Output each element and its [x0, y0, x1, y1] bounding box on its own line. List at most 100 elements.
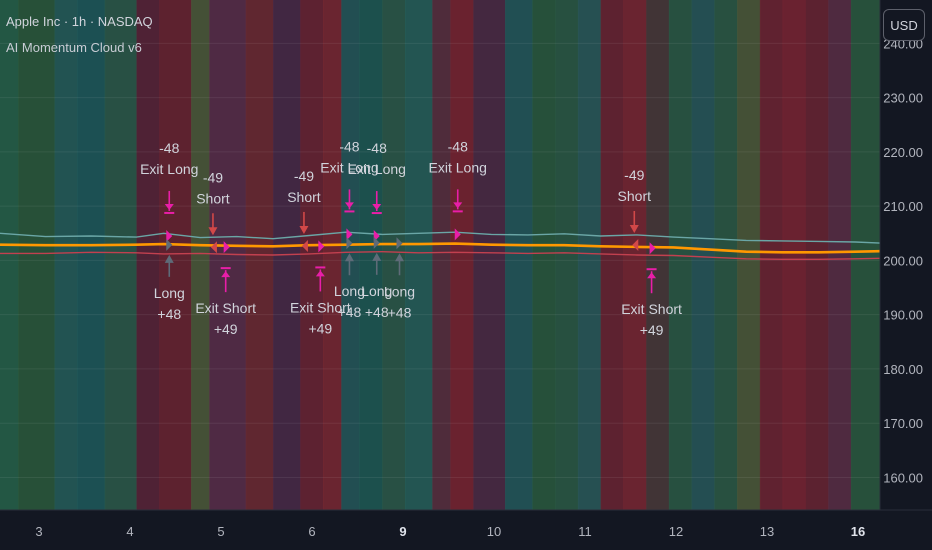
signal-value: -49 — [294, 168, 314, 184]
signal-value: +49 — [308, 320, 332, 336]
signal-exit-short[interactable]: Exit Short +49 — [290, 240, 351, 336]
signal-exit-long[interactable]: Exit Long -48 — [429, 138, 487, 241]
exit-short-arrow — [646, 268, 657, 294]
signal-label: Exit Long — [140, 161, 198, 177]
signal-long[interactable]: Long +48 — [334, 237, 365, 320]
time-tick-label: 12 — [669, 524, 683, 539]
cloud-band — [323, 0, 342, 510]
time-axis-panel[interactable] — [0, 510, 932, 550]
short-arrow — [208, 213, 218, 236]
cloud-band — [382, 0, 406, 510]
time-axis: 3 4 5 6 9 10 11 12 13 16 — [35, 524, 865, 539]
signal-exit-short[interactable]: Exit Short +49 — [195, 241, 256, 337]
price-tick-label: 160.00 — [883, 470, 923, 485]
cloud-band — [505, 0, 533, 510]
exit-long-marker — [166, 229, 173, 242]
cloud-band — [450, 0, 474, 510]
cloud-band — [18, 0, 56, 510]
exit-short-marker — [223, 241, 230, 254]
price-tick-label: 180.00 — [883, 362, 923, 377]
signal-label: Exit Long — [320, 159, 378, 175]
signal-value: -49 — [624, 167, 644, 183]
cloud-band — [136, 0, 160, 510]
cloud-band — [159, 0, 192, 510]
signal-long[interactable]: Long +48 — [384, 237, 415, 320]
time-tick-label: 13 — [760, 524, 774, 539]
time-tick-label: 6 — [308, 524, 315, 539]
cloud-band — [782, 0, 806, 510]
short-arrow — [629, 211, 639, 234]
short-arrow-head — [299, 225, 309, 234]
signal-label: Short — [618, 188, 652, 204]
long-arrow — [164, 254, 174, 277]
cloud-band — [473, 0, 506, 510]
signal-value: -48 — [448, 138, 468, 154]
price-tick-label: 220.00 — [883, 145, 923, 160]
short-arrow — [299, 211, 309, 234]
cloud-band — [341, 0, 360, 510]
signal-label: Long — [361, 283, 392, 299]
grid-lines — [0, 42, 880, 478]
signal-short[interactable]: Short -49 — [196, 169, 230, 254]
signal-value: +49 — [640, 322, 664, 338]
time-tick-label: 10 — [487, 524, 501, 539]
signal-exit-short[interactable]: Exit Short +49 — [621, 242, 682, 338]
exit-long-arrow-head — [453, 202, 463, 209]
signal-exit-long[interactable]: Exit Long -48 — [140, 140, 198, 242]
cloud-band — [300, 0, 324, 510]
signal-long[interactable]: Long +48 — [361, 236, 392, 320]
momentum-cloud-bands — [0, 0, 881, 510]
signal-long[interactable]: Long +48 — [154, 238, 185, 322]
cloud-band — [359, 0, 383, 510]
indicator-name[interactable]: AI Momentum Cloud v6 — [6, 40, 142, 55]
signal-exit-long[interactable]: Exit Long -48 — [348, 140, 406, 243]
long-marker — [166, 238, 173, 251]
exit-long-arrow-head — [344, 202, 354, 209]
cloud-band — [577, 0, 602, 510]
long-arrow-head — [164, 254, 174, 263]
long-arrow-head — [395, 253, 405, 262]
exit-long-arrow-head — [164, 203, 174, 210]
price-axis: 240.00230.00220.00210.00200.00190.00180.… — [883, 36, 923, 485]
cloud-band — [668, 0, 693, 510]
cloud-band — [691, 0, 715, 510]
signal-short[interactable]: Short -49 — [618, 167, 652, 252]
cloud-band — [600, 0, 624, 510]
price-axis-panel[interactable] — [880, 0, 932, 510]
short-marker — [632, 239, 639, 252]
time-tick-label: 16 — [851, 524, 865, 539]
cloud-band — [737, 0, 761, 510]
cloud-band — [805, 0, 829, 510]
price-tick-label: 230.00 — [883, 91, 923, 106]
time-tick-label: 4 — [126, 524, 133, 539]
exit-long-arrow — [371, 191, 382, 215]
cloud-band — [0, 0, 19, 510]
short-arrow-head — [208, 227, 218, 236]
signal-label: Exit Short — [621, 301, 682, 317]
exit-short-arrow — [315, 266, 326, 292]
exit-long-arrow — [164, 190, 175, 214]
time-tick-label: 9 — [399, 524, 406, 539]
cloud-band — [77, 0, 106, 510]
exit-short-marker — [318, 240, 325, 253]
lower-band-line — [0, 250, 881, 260]
signal-value: -48 — [367, 140, 387, 156]
short-marker — [210, 241, 217, 254]
symbol-title[interactable]: Apple Inc · 1h · NASDAQ — [6, 14, 153, 29]
signal-value: +48 — [157, 306, 181, 322]
cloud-band — [404, 0, 433, 510]
cloud-band — [54, 0, 78, 510]
short-marker — [301, 239, 308, 252]
currency-button[interactable]: USD — [883, 9, 925, 41]
cloud-band — [850, 0, 881, 510]
cloud-band — [532, 0, 556, 510]
signal-short[interactable]: Short -49 — [287, 168, 321, 252]
signal-label: Exit Short — [290, 299, 351, 315]
cloud-band — [191, 0, 210, 510]
long-arrow-head — [344, 253, 354, 262]
cloud-band — [432, 0, 451, 510]
signal-exit-long[interactable]: Exit Long -48 — [320, 138, 379, 241]
time-tick-label: 11 — [578, 524, 592, 539]
signal-label: Long — [334, 283, 365, 299]
